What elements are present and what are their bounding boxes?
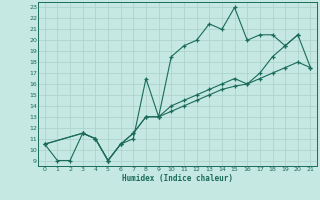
X-axis label: Humidex (Indice chaleur): Humidex (Indice chaleur) (122, 174, 233, 183)
